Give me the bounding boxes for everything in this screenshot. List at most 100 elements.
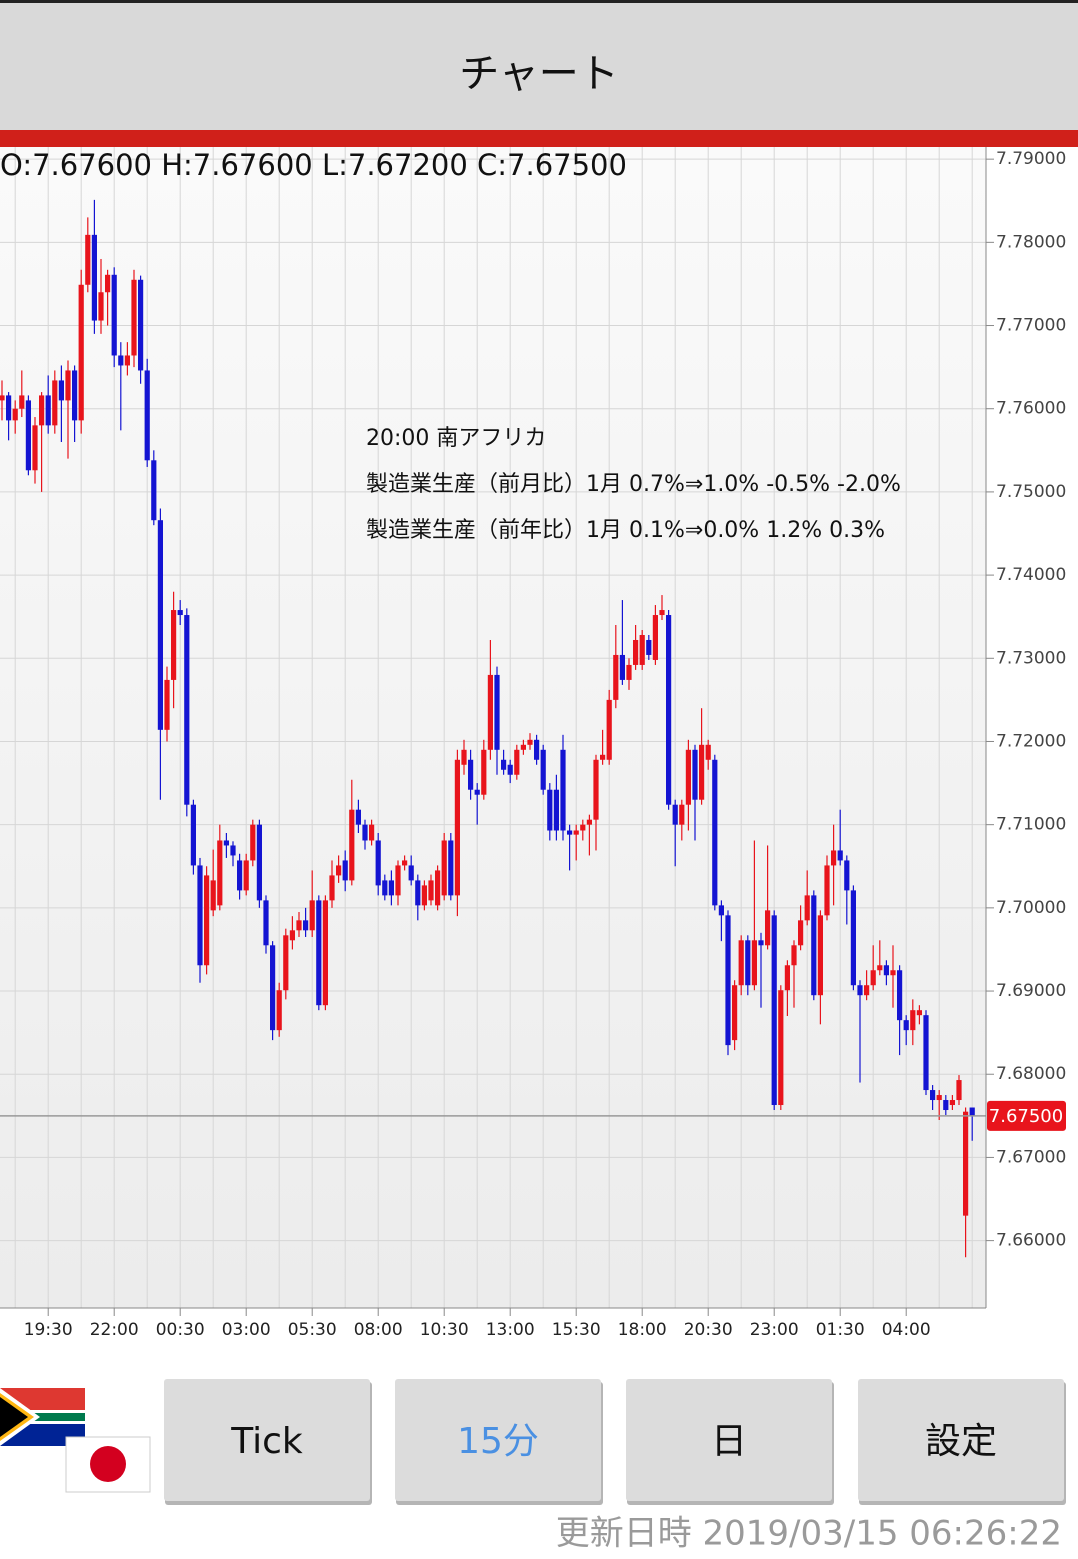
x-tick-label: 03:00 [222, 1320, 271, 1340]
candle-body [124, 355, 130, 366]
candle-body [527, 739, 533, 745]
candle-body [751, 940, 757, 986]
y-tick-label: 7.78000 [996, 232, 1066, 252]
candle-body [679, 804, 685, 825]
candle-body [402, 860, 408, 866]
candle-body [956, 1080, 962, 1101]
candle-body [395, 865, 401, 896]
title: チャート [459, 51, 619, 97]
candle-body [831, 850, 837, 866]
candle-body [778, 990, 784, 1106]
button[interactable] [395, 1379, 601, 1501]
candle-body [672, 804, 678, 825]
y-tick-label: 7.70000 [996, 898, 1066, 918]
last-price-box [987, 1100, 1066, 1131]
candle-body [745, 940, 751, 986]
candle-body [441, 840, 447, 896]
candle-body [388, 880, 394, 896]
candle-body [758, 940, 764, 946]
button[interactable] [858, 1379, 1064, 1501]
button-label: Tick [230, 1421, 303, 1462]
candle-body [421, 885, 427, 906]
candle-body [540, 749, 546, 790]
candle-body [283, 935, 289, 991]
candle-body [204, 875, 210, 966]
candle-body [369, 824, 375, 841]
candle-body [494, 674, 500, 750]
candle-body [943, 1100, 949, 1111]
candle-body [190, 804, 196, 866]
candle-body [949, 1100, 955, 1106]
candle-body [573, 830, 579, 835]
top-bar [0, 0, 1078, 130]
status-line [0, 0, 1078, 3]
candle-body [0, 395, 5, 401]
candle-body [870, 970, 876, 986]
candle-body [85, 234, 91, 285]
candle-body [78, 284, 84, 421]
x-tick-label: 19:30 [24, 1320, 73, 1340]
candle-body [217, 840, 223, 906]
candle-body [520, 744, 526, 750]
candle-body [362, 824, 368, 841]
candle-body [197, 865, 203, 966]
candle-body [646, 639, 652, 655]
x-tick-label: 01:30 [816, 1320, 865, 1340]
y-tick-label: 7.67000 [996, 1147, 1066, 1167]
x-tick-label: 08:00 [354, 1320, 403, 1340]
candle-body [692, 749, 698, 800]
button-label: 15分 [457, 1421, 539, 1462]
candle-body [534, 739, 540, 760]
updated-time: 更新日時 2019/03/15 06:26:22 [556, 1514, 1062, 1554]
candle-body [25, 400, 31, 471]
candle-body [382, 880, 388, 896]
candle-body [296, 920, 302, 931]
y-tick-label: 7.71000 [996, 815, 1066, 835]
candle-body [138, 279, 144, 371]
candle-body [897, 970, 903, 1021]
candle-body [910, 1010, 916, 1031]
candle-body [791, 945, 797, 966]
candle-body [428, 880, 434, 901]
candle-body [626, 664, 632, 680]
button[interactable] [164, 1379, 370, 1501]
candle-body [98, 292, 104, 321]
candle-body [666, 615, 672, 805]
flag-jp [65, 1436, 151, 1493]
candle-body [877, 965, 883, 971]
candle-body [243, 860, 249, 891]
candle-body [65, 370, 71, 401]
x-tick-label: 23:00 [750, 1320, 799, 1340]
x-tick-label: 20:30 [684, 1320, 733, 1340]
y-tick-label: 7.75000 [996, 482, 1066, 502]
candle-body [606, 699, 612, 760]
candle-body [289, 930, 295, 941]
candle-body [824, 865, 830, 916]
candle-body [39, 395, 45, 426]
candle-body [804, 895, 810, 921]
annotation: 製造業生産（前月比）1月 0.7%⇒1.0% -0.5% -2.0% [366, 472, 901, 497]
candle-body [230, 845, 236, 856]
candle-body [864, 985, 870, 996]
candle-body [276, 990, 282, 1031]
button[interactable] [626, 1379, 832, 1501]
ohlc-text: O:7.67600 H:7.67600 L:7.67200 C:7.67500 [0, 148, 627, 182]
candle-body [52, 380, 58, 426]
candle-body [765, 910, 771, 946]
candle-body [58, 380, 64, 401]
x-tick-label: 10:30 [420, 1320, 469, 1340]
candle-body [738, 940, 744, 986]
candle-body [969, 1107, 975, 1116]
flag-za [0, 1388, 85, 1446]
candle-body [105, 274, 111, 293]
y-tick-label: 7.69000 [996, 981, 1066, 1001]
candle-body [349, 809, 355, 881]
candle-body [514, 749, 520, 775]
candle-body [567, 830, 573, 835]
candle-body [448, 840, 454, 896]
candle-body [712, 759, 718, 906]
candle-body [256, 824, 262, 901]
candle-body [784, 965, 790, 991]
